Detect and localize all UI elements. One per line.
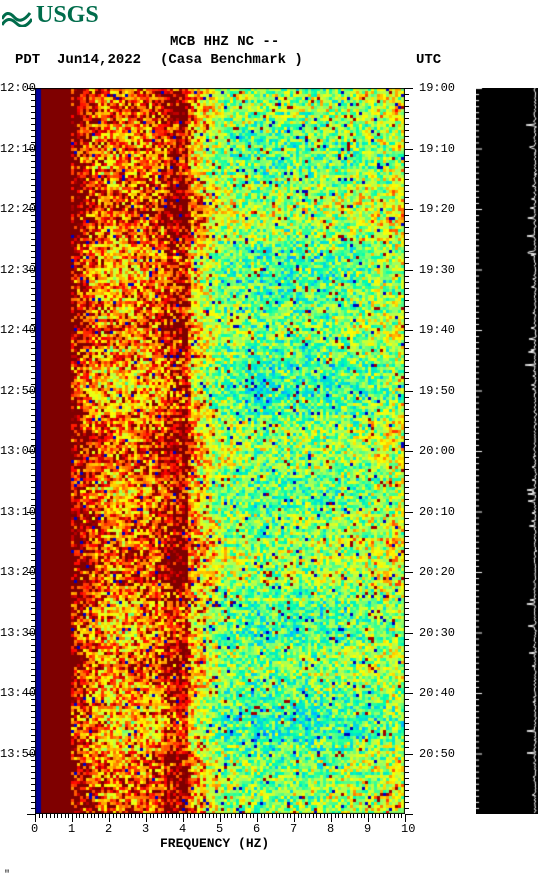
y-right-tick-label: 20:40 bbox=[419, 686, 455, 700]
usgs-logo-text: USGS bbox=[36, 2, 99, 29]
y-right-tick-label: 19:20 bbox=[419, 202, 455, 216]
x-tick-label: 4 bbox=[179, 822, 186, 836]
y-right-tick-label: 20:20 bbox=[419, 565, 455, 579]
y-right-tick-label: 19:30 bbox=[419, 263, 455, 277]
x-tick-label: 1 bbox=[68, 822, 75, 836]
usgs-wave-icon bbox=[2, 5, 32, 27]
x-tick-label: 2 bbox=[105, 822, 112, 836]
y-right-tick-label: 20:00 bbox=[419, 444, 455, 458]
y-right-tick-label: 19:50 bbox=[419, 384, 455, 398]
footer-mark: " bbox=[4, 870, 10, 881]
y-right-tick-label: 19:00 bbox=[419, 81, 455, 95]
y-right-tick-label: 19:10 bbox=[419, 142, 455, 156]
x-tick-label: 9 bbox=[364, 822, 371, 836]
spectrogram-canvas bbox=[35, 88, 405, 814]
station-title: (Casa Benchmark ) bbox=[160, 52, 303, 68]
x-tick-label: 6 bbox=[253, 822, 260, 836]
date: Jun14,2022 bbox=[57, 52, 141, 68]
sidebar-trace bbox=[476, 88, 538, 814]
x-tick-label: 5 bbox=[216, 822, 223, 836]
x-tick-label: 10 bbox=[401, 822, 415, 836]
x-tick-label: 0 bbox=[31, 822, 38, 836]
y-right-tick-label: 20:50 bbox=[419, 747, 455, 761]
left-tz-date: PDT Jun14,2022 bbox=[15, 52, 141, 68]
station-code: MCB HHZ NC -- bbox=[170, 34, 279, 50]
x-axis-title: FREQUENCY (HZ) bbox=[160, 836, 269, 851]
x-tick-label: 7 bbox=[290, 822, 297, 836]
right-tz: UTC bbox=[416, 52, 441, 68]
spectrogram-plot bbox=[35, 88, 405, 814]
y-right-tick-label: 20:30 bbox=[419, 626, 455, 640]
y-right-tick-label: 19:40 bbox=[419, 323, 455, 337]
sidebar-canvas bbox=[476, 88, 538, 814]
usgs-logo: USGS bbox=[2, 2, 99, 29]
y-right-tick-label: 20:10 bbox=[419, 505, 455, 519]
left-tz: PDT bbox=[15, 52, 40, 68]
x-tick-label: 8 bbox=[327, 822, 334, 836]
x-tick-label: 3 bbox=[142, 822, 149, 836]
